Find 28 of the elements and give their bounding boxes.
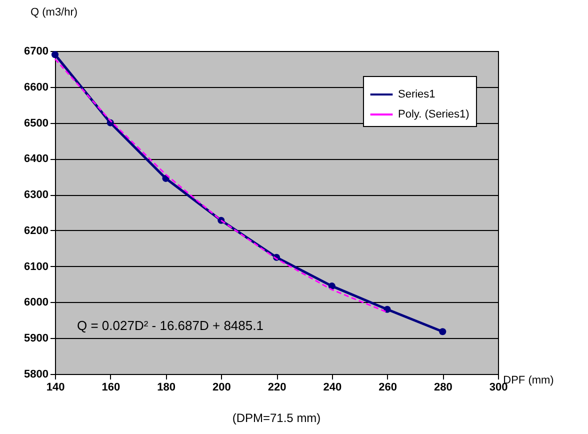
x-tick-label: 220 (268, 382, 286, 394)
y-tick-label: 6600 (24, 81, 48, 94)
x-tick-label: 300 (489, 382, 508, 394)
y-tick-label: 5900 (24, 332, 48, 345)
legend-label: Poly. (Series1) (398, 108, 470, 120)
x-tick-label: 200 (212, 382, 231, 394)
x-tick-label: 280 (434, 382, 452, 394)
x-tick-label: 240 (323, 382, 342, 394)
x-tick-label: 140 (46, 382, 65, 394)
y-tick-label: 6400 (24, 153, 48, 166)
y-tick-label: 6700 (24, 46, 48, 58)
text: (DPM=71.5 mm) (232, 411, 321, 425)
point (51, 51, 59, 58)
legend-label: Series1 (398, 88, 436, 100)
x-tick-label: 160 (102, 382, 120, 394)
y-tick-label: 5800 (24, 368, 48, 380)
point (439, 328, 446, 336)
y-tick-label: 6000 (24, 296, 48, 309)
y-tick-label: 6500 (24, 117, 48, 130)
y-tick-label: 6200 (24, 224, 48, 237)
annotation: Q = 0.027D² - 16.687D + 8485.1 (77, 318, 264, 333)
point (328, 282, 336, 290)
y-tick-label: 6100 (24, 260, 48, 273)
x-tick-label: 180 (157, 382, 176, 394)
y-tick-label: 6300 (24, 189, 48, 202)
x-tick-label: 260 (378, 382, 397, 394)
point (384, 306, 391, 313)
y-axis-title: Q (m3/hr) (30, 6, 78, 18)
